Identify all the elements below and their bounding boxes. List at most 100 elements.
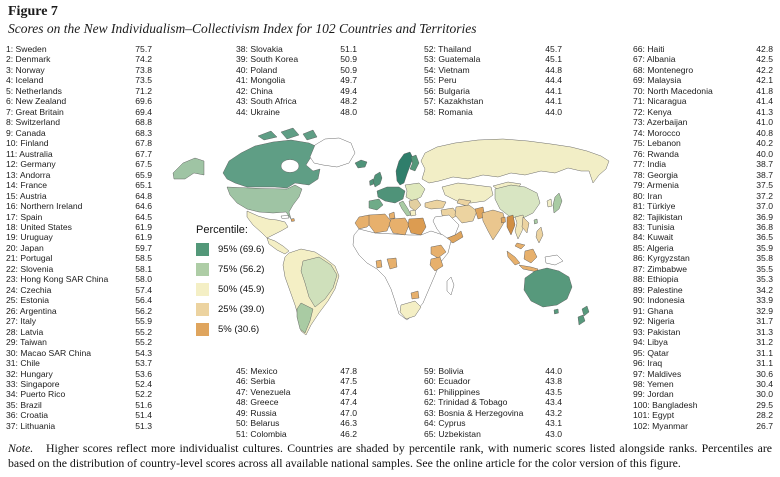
country-score-value: 31.2 xyxy=(756,337,773,348)
legend-entry: 75% (56.2) xyxy=(196,263,306,276)
country-score-value: 41.8 xyxy=(756,85,773,96)
country-rank-label: 19: Uruguay xyxy=(6,232,53,243)
country-rank-label: 74: Morocco xyxy=(633,127,681,138)
ranking-row: 11: Australia 67.7 xyxy=(6,149,152,159)
legend-entry-label: 5% (30.6) xyxy=(218,324,260,335)
country-score-value: 55.2 xyxy=(135,337,152,348)
country-score-value: 57.4 xyxy=(135,284,152,295)
ranking-row: 53: Guatemala 45.1 xyxy=(424,54,562,64)
country-score-value: 38.7 xyxy=(756,169,773,180)
country-score-value: 71.2 xyxy=(135,85,152,96)
ranking-row: 66: Haiti 42.8 xyxy=(633,44,773,54)
country-rank-label: 13: Andorra xyxy=(6,169,51,180)
ranking-row: 76: Rwanda 40.0 xyxy=(633,149,773,159)
country-rank-label: 41: Mongolia xyxy=(236,75,286,86)
country-rank-label: 61: Philippines xyxy=(424,386,480,397)
ranking-row: 18: United States 61.9 xyxy=(6,222,152,232)
ranking-row: 99: Jordan 30.0 xyxy=(633,389,773,399)
country-finland xyxy=(409,154,420,172)
country-score-value: 48.0 xyxy=(340,106,357,117)
ranking-row: 65: Uzbekistan 43.0 xyxy=(424,429,562,439)
country-nigeria xyxy=(386,257,398,270)
country-rank-label: 45: Mexico xyxy=(236,366,278,376)
ranking-row: 59: Bolivia 44.0 xyxy=(424,366,562,376)
country-rank-label: 59: Bolivia xyxy=(424,366,464,376)
country-rank-label: 73: Azerbaijan xyxy=(633,117,688,128)
country-new-zealand-south xyxy=(577,314,586,326)
country-rank-label: 22: Slovenia xyxy=(6,263,54,274)
country-rank-label: 76: Rwanda xyxy=(633,148,679,159)
country-rank-label: 40: Poland xyxy=(236,64,278,75)
country-russia xyxy=(420,138,610,184)
country-score-value: 31.1 xyxy=(756,347,773,358)
ranking-row: 52: Thailand 45.7 xyxy=(424,44,562,54)
legend-entry: 5% (30.6) xyxy=(196,323,306,336)
country-score-value: 40.2 xyxy=(756,138,773,149)
asia-group xyxy=(420,138,610,273)
country-score-value: 35.3 xyxy=(756,274,773,285)
country-rank-label: 84: Kuwait xyxy=(633,232,674,243)
ranking-row: 5: Netherlands 71.2 xyxy=(6,86,152,96)
region-balkans xyxy=(408,198,422,212)
island-new-guinea xyxy=(544,254,564,266)
country-score-value: 43.1 xyxy=(545,418,562,429)
country-ethiopia xyxy=(430,244,447,259)
country-score-value: 31.1 xyxy=(756,358,773,369)
hudson-bay xyxy=(280,159,300,173)
country-score-value: 44.8 xyxy=(545,64,562,75)
country-score-value: 43.8 xyxy=(545,376,562,387)
country-rank-label: 26: Argentina xyxy=(6,305,57,316)
country-rank-label: 46: Serbia xyxy=(236,376,276,387)
ranking-row: 82: Tajikistan 36.9 xyxy=(633,212,773,222)
ranking-row: 61: Philippines 43.5 xyxy=(424,387,562,397)
country-score-value: 40.0 xyxy=(756,148,773,159)
ranking-row: 92: Nigeria 31.7 xyxy=(633,316,773,326)
country-rank-label: 71: Nicaragua xyxy=(633,96,687,107)
ranking-row: 26: Argentina 56.2 xyxy=(6,306,152,316)
country-rank-label: 16: Northern Ireland xyxy=(6,201,83,212)
country-greenland xyxy=(309,137,356,168)
country-rank-label: 69: Malaysia xyxy=(633,75,682,86)
country-rank-label: 58: Romania xyxy=(424,106,473,117)
country-rank-label: 4: Iceland xyxy=(6,75,44,86)
ranking-column-2-top: 38: Slovakia 51.1 39: South Korea 50.9 40: P… xyxy=(236,44,357,117)
legend-swatch xyxy=(196,263,209,276)
country-rank-label: 48: Greece xyxy=(236,397,279,408)
country-rank-label: 51: Colombia xyxy=(236,428,287,439)
country-score-value: 44.0 xyxy=(545,366,562,376)
legend-entry: 50% (45.9) xyxy=(196,283,306,296)
ranking-row: 36: Croatia 51.4 xyxy=(6,410,152,420)
ranking-row: 16: Northern Ireland 64.6 xyxy=(6,201,152,211)
ranking-row: 3: Norway 73.8 xyxy=(6,65,152,75)
ranking-row: 74: Morocco 40.8 xyxy=(633,128,773,138)
country-score-value: 36.9 xyxy=(756,211,773,222)
oceania-group xyxy=(523,267,590,326)
country-rank-label: 2: Denmark xyxy=(6,54,51,65)
country-bangladesh xyxy=(500,216,506,224)
ranking-row: 24: Czechia 57.4 xyxy=(6,285,152,295)
country-rank-label: 21: Portugal xyxy=(6,253,53,264)
island-madagascar xyxy=(446,276,455,296)
ranking-row: 47: Venezuela 47.4 xyxy=(236,387,357,397)
country-score-value: 37.5 xyxy=(756,180,773,191)
country-rank-label: 89: Palestine xyxy=(633,284,683,295)
ranking-row: 73: Azerbaijan 41.0 xyxy=(633,117,773,127)
figure-label: Figure 7 xyxy=(8,4,58,19)
ranking-row: 10: Finland 67.8 xyxy=(6,138,152,148)
ranking-row: 40: Poland 50.9 xyxy=(236,65,357,75)
country-australia xyxy=(523,267,573,308)
region-iberia xyxy=(368,198,384,211)
country-rank-label: 94: Libya xyxy=(633,337,668,348)
country-rank-label: 82: Tajikistan xyxy=(633,211,683,222)
country-rank-label: 15: Austria xyxy=(6,190,47,201)
country-algeria xyxy=(368,213,392,234)
ranking-row: 81: Türkiye 37.0 xyxy=(633,201,773,211)
country-score-value: 68.8 xyxy=(135,117,152,128)
country-libya xyxy=(388,217,410,236)
region-eastern-europe xyxy=(404,182,426,202)
country-rank-label: 53: Guatemala xyxy=(424,54,481,65)
country-score-value: 44.4 xyxy=(545,75,562,86)
country-canada xyxy=(222,139,323,189)
ranking-row: 78: Georgia 38.7 xyxy=(633,170,773,180)
country-rank-label: 72: Kenya xyxy=(633,106,672,117)
